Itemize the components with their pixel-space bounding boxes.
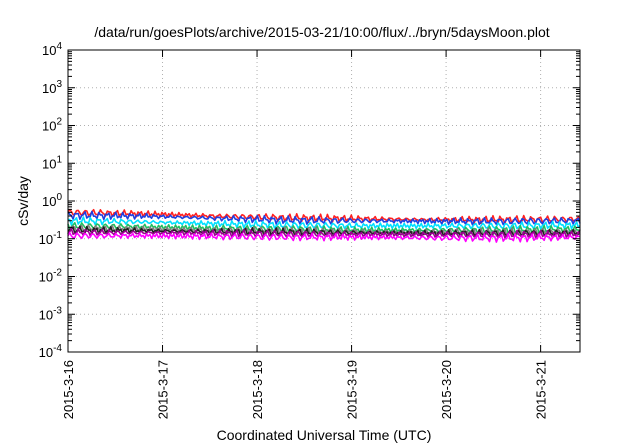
chart-title: /data/run/goesPlots/archive/2015-03-21/1… xyxy=(94,24,549,40)
y-tick-label: 10-1 xyxy=(39,230,63,247)
y-axis-label: cSv/day xyxy=(15,176,31,226)
series-layer xyxy=(67,208,581,243)
x-tick-label: 2015-3-21 xyxy=(534,360,549,419)
x-tick-label: 2015-3-16 xyxy=(61,360,76,419)
y-tick-label: 104 xyxy=(42,41,62,58)
x-tick-label: 2015-3-19 xyxy=(345,360,360,419)
y-tick-label: 103 xyxy=(42,79,62,96)
x-tick-label: 2015-3-17 xyxy=(156,360,171,419)
series-line xyxy=(67,231,581,243)
y-axis: 10-4 10-3 10-2 10-1 100 101 102 103 104 xyxy=(39,41,580,360)
y-tick-label: 102 xyxy=(42,117,62,134)
x-axis: 2015-3-16 2015-3-17 2015-3-18 2015-3-19 2015… xyxy=(61,50,549,419)
y-tick-label: 10-2 xyxy=(39,268,63,285)
y-tick-label: 10-3 xyxy=(39,305,63,322)
x-tick-label: 2015-3-18 xyxy=(250,360,265,419)
x-axis-label: Coordinated Universal Time (UTC) xyxy=(217,427,432,443)
series-line xyxy=(67,225,581,238)
series-line xyxy=(67,216,581,231)
y-tick-label: 10-4 xyxy=(39,343,63,360)
y-tick-label: 100 xyxy=(42,192,62,209)
series-line xyxy=(67,210,581,226)
x-tick-label: 2015-3-20 xyxy=(439,360,454,419)
grid xyxy=(68,50,580,352)
y-tick-label: 101 xyxy=(42,154,62,171)
